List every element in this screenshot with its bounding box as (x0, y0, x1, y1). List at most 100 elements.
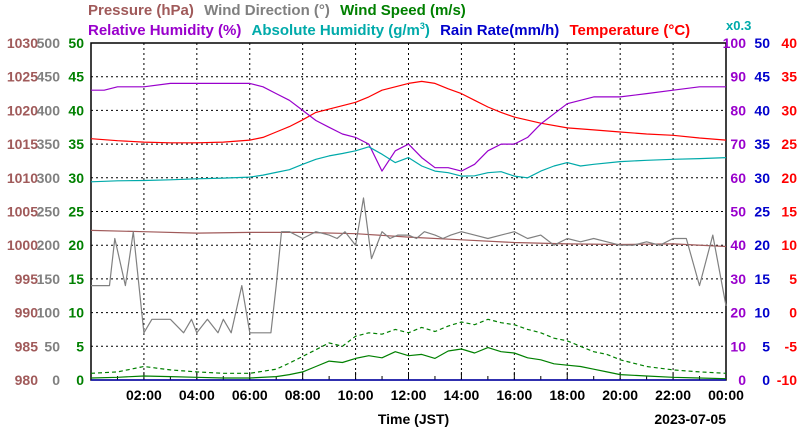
y-tick-label-pressure: 1005 (7, 204, 38, 220)
y-tick-label-wind-speed: 15 (68, 271, 84, 287)
y-tick-label-pressure: 995 (15, 271, 39, 287)
date-label: 2023-07-05 (654, 411, 726, 427)
y-tick-label-pressure: 1025 (7, 69, 38, 85)
y-tick-label-wind-dir: 300 (37, 170, 61, 186)
y-tick-label-wind-speed: 25 (68, 204, 84, 220)
y-tick-label-rain-rate: 35 (754, 136, 770, 152)
y-tick-label-temperature: 20 (781, 170, 797, 186)
y-tick-label-rain-rate: 15 (754, 271, 770, 287)
legend-pressure: Pressure (hPa) (88, 2, 194, 19)
series-pressure (90, 229, 727, 248)
legend-absolute-humidity-label: Absolute Humidity (g/m (251, 22, 420, 39)
y-tick-label-temperature: 15 (781, 204, 797, 220)
y-tick-label-rel-humidity: 20 (730, 305, 746, 321)
series-absolute-humidity (90, 146, 727, 183)
y-tick-label-rel-humidity: 10 (730, 338, 746, 354)
y-tick-label-wind-speed: 50 (68, 35, 84, 51)
legend-absolute-humidity: Absolute Humidity (g/m3) (251, 21, 430, 39)
y-tick-label-rel-humidity: 50 (730, 204, 746, 220)
y-tick-label-wind-dir: 250 (37, 204, 61, 220)
y-tick-label-wind-speed: 45 (68, 69, 84, 85)
y-tick-label-wind-speed: 20 (68, 237, 84, 253)
y-tick-label-rel-humidity: 40 (730, 237, 746, 253)
series-wind-direction (91, 197, 727, 334)
y-tick-label-wind-dir: 500 (37, 35, 61, 51)
y-tick-label-temperature: 25 (781, 136, 797, 152)
y-tick-label-rain-rate: 50 (754, 35, 770, 51)
y-tick-label-rel-humidity: 0 (738, 372, 746, 388)
y-tick-label-wind-speed: 5 (76, 338, 84, 354)
x-tick-label: 04:00 (179, 387, 215, 403)
y-tick-label-wind-dir: 450 (37, 69, 61, 85)
y-tick-label-rain-rate: 0 (762, 372, 770, 388)
y-tick-label-wind-speed: 10 (68, 305, 84, 321)
legend-absolute-humidity-sup: 3 (419, 21, 425, 31)
y-tick-label-wind-dir: 0 (52, 372, 60, 388)
y-tick-label-wind-dir: 400 (37, 102, 61, 118)
y-tick-label-wind-dir: 200 (37, 237, 61, 253)
legend-row-2: Relative Humidity (%) Absolute Humidity … (88, 21, 690, 39)
y-tick-label-temperature: 10 (781, 237, 797, 253)
y-tick-label-wind-speed: 35 (68, 136, 84, 152)
legend-rain-rate: Rain Rate(mm/h) (440, 22, 560, 39)
legend-wind-speed: Wind Speed (m/s) (340, 2, 466, 19)
y-tick-label-wind-speed: 0 (76, 372, 84, 388)
y-tick-label-rel-humidity: 30 (730, 271, 746, 287)
y-tick-label-wind-dir: 100 (37, 305, 61, 321)
y-tick-label-temperature: -5 (785, 338, 798, 354)
y-tick-label-wind-speed: 30 (68, 170, 84, 186)
x-tick-label: 16:00 (496, 387, 532, 403)
series-temperature (90, 80, 727, 144)
legend-absolute-humidity-close: ) (424, 22, 430, 39)
legend-wind-direction: Wind Direction (°) (204, 2, 330, 19)
y-tick-label-pressure: 1015 (7, 136, 38, 152)
y-tick-label-rel-humidity: 90 (730, 69, 746, 85)
y-tick-label-pressure: 980 (15, 372, 39, 388)
y-tick-label-temperature: 0 (789, 305, 797, 321)
y-tick-label-rain-rate: 10 (754, 305, 770, 321)
y-tick-label-rel-humidity: 80 (730, 102, 746, 118)
legend-row-1: Pressure (hPa) Wind Direction (°) Wind S… (88, 2, 466, 19)
x-tick-label: 06:00 (232, 387, 268, 403)
y-tick-label-temperature: 5 (789, 271, 797, 287)
y-tick-label-rain-rate: 25 (754, 204, 770, 220)
y-tick-label-pressure: 1020 (7, 102, 38, 118)
x-tick-label: 14:00 (444, 387, 480, 403)
y-tick-label-rain-rate: 40 (754, 102, 770, 118)
x-tick-label: 22:00 (655, 387, 691, 403)
y-tick-label-pressure: 985 (15, 338, 39, 354)
x-tick-label: 10:00 (338, 387, 374, 403)
y-tick-label-pressure: 990 (15, 305, 39, 321)
rh-factor-label: x0.3 (726, 18, 752, 33)
series-relative-humidity (91, 82, 726, 172)
x-tick-label: 12:00 (391, 387, 427, 403)
x-axis-label: Time (JST) (378, 411, 449, 427)
y-tick-label-rel-humidity: 100 (723, 35, 747, 51)
legend-relative-humidity: Relative Humidity (%) (88, 22, 242, 39)
y-tick-label-temperature: 40 (781, 35, 797, 51)
y-tick-label-rel-humidity: 70 (730, 136, 746, 152)
y-tick-label-pressure: 1010 (7, 170, 38, 186)
series-wind-gust (90, 318, 727, 374)
legend-temperature: Temperature (°C) (569, 22, 691, 39)
series-wind-speed (90, 347, 727, 380)
y-tick-label-rain-rate: 20 (754, 237, 770, 253)
y-tick-label-wind-dir: 50 (44, 338, 60, 354)
y-tick-label-rain-rate: 45 (754, 69, 770, 85)
y-tick-label-wind-speed: 40 (68, 102, 84, 118)
x-tick-label: 02:00 (126, 387, 162, 403)
y-tick-label-wind-dir: 150 (37, 271, 61, 287)
y-tick-label-wind-dir: 350 (37, 136, 61, 152)
y-tick-label-temperature: 30 (781, 102, 797, 118)
x-tick-label: 18:00 (549, 387, 585, 403)
y-tick-label-temperature: 35 (781, 69, 797, 85)
x-tick-label: 08:00 (285, 387, 321, 403)
y-tick-label-pressure: 1000 (7, 237, 38, 253)
x-tick-label: 20:00 (602, 387, 638, 403)
y-tick-label-pressure: 1030 (7, 35, 38, 51)
x-tick-label: 00:00 (708, 387, 744, 403)
y-tick-label-temperature: -10 (777, 372, 797, 388)
y-tick-label-rain-rate: 30 (754, 170, 770, 186)
y-tick-label-rel-humidity: 60 (730, 170, 746, 186)
